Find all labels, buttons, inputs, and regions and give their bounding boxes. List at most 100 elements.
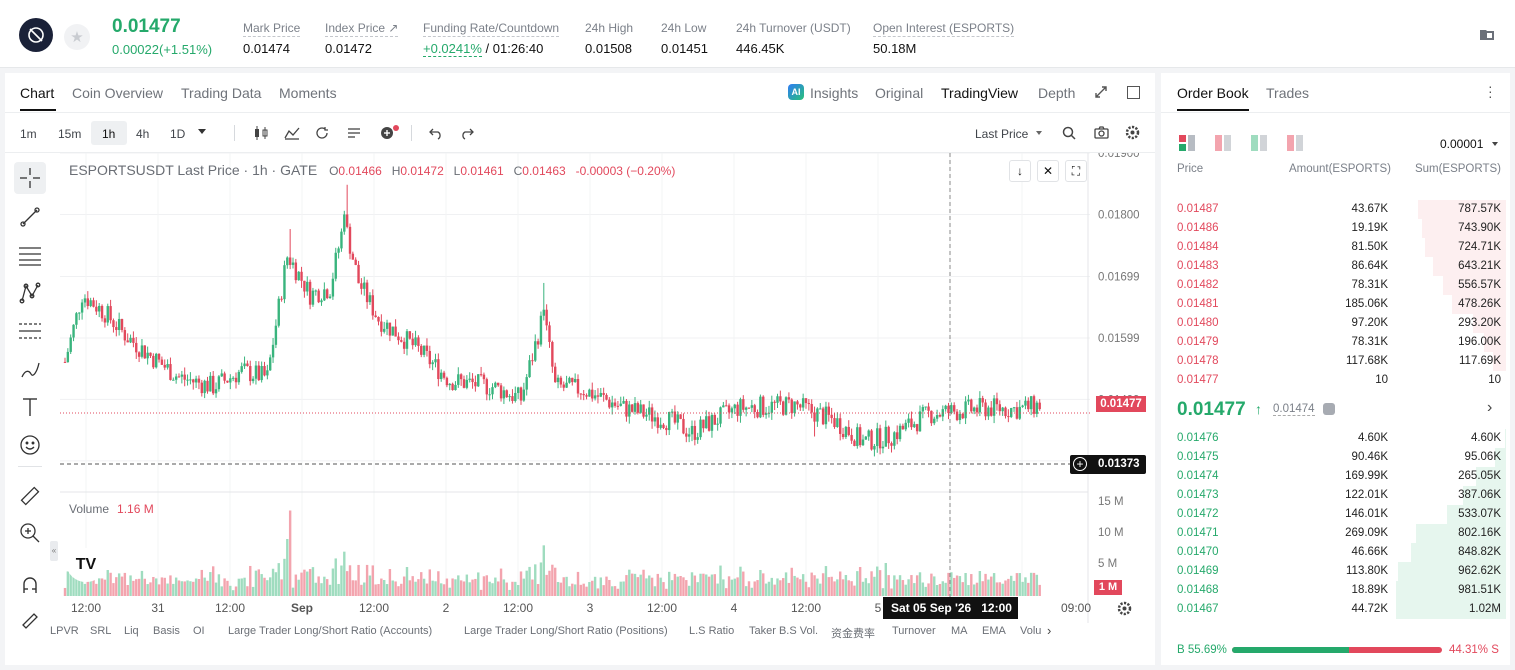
price-type-select[interactable]: Last Price bbox=[975, 127, 1029, 141]
scroll-down-icon[interactable]: ↓ bbox=[1009, 160, 1031, 182]
orderbook-row[interactable]: 0.01475 90.46K 95.06K bbox=[1168, 448, 1506, 467]
orderbook-row[interactable]: 0.01482 78.31K 556.57K bbox=[1168, 276, 1506, 295]
camera-icon[interactable] bbox=[1094, 126, 1109, 145]
indicator-tab[interactable]: SRL bbox=[90, 625, 112, 637]
indicator-tab[interactable]: EMA bbox=[982, 625, 1006, 637]
magnet-tool-icon[interactable] bbox=[14, 569, 46, 601]
collapse-icon[interactable]: ✕ bbox=[1037, 160, 1059, 182]
pattern-tool-icon[interactable] bbox=[14, 277, 46, 309]
interval-1d[interactable]: 1D bbox=[170, 127, 186, 141]
view-bids-icon[interactable] bbox=[1251, 135, 1267, 156]
indicator-tab[interactable]: Volu bbox=[1020, 625, 1042, 637]
tab-order-book[interactable]: Order Book bbox=[1177, 85, 1249, 101]
view-asks-icon[interactable] bbox=[1215, 135, 1231, 156]
orderbook-row[interactable]: 0.01483 86.64K 643.21K bbox=[1168, 257, 1506, 276]
candlestick-chart[interactable]: 0.019000.018000.016990.015990.014990.013… bbox=[60, 153, 1155, 623]
orderbook-row[interactable]: 0.01477 10 10 bbox=[1168, 371, 1506, 390]
indicator-tab[interactable]: Basis bbox=[153, 625, 180, 637]
indicator-tab[interactable]: Taker B.S Vol. bbox=[749, 625, 819, 637]
orderbook-row[interactable]: 0.01486 19.19K 743.90K bbox=[1168, 219, 1506, 238]
text-tool-icon[interactable] bbox=[14, 391, 46, 423]
settings-gear-icon[interactable] bbox=[1125, 125, 1140, 145]
orderbook-row[interactable]: 0.01484 81.50K 724.71K bbox=[1168, 238, 1506, 257]
zoom-tool-icon[interactable] bbox=[14, 517, 46, 549]
orderbook-row[interactable]: 0.01480 97.20K 293.20K bbox=[1168, 314, 1506, 333]
undo-icon[interactable] bbox=[428, 126, 444, 145]
tab-trading-data[interactable]: Trading Data bbox=[181, 85, 262, 101]
indicator-tab[interactable]: Turnover bbox=[892, 625, 936, 637]
orderbook-row[interactable]: 0.01470 46.66K 848.82K bbox=[1168, 543, 1506, 562]
orderbook-row[interactable]: 0.01478 117.68K 117.69K bbox=[1168, 352, 1506, 371]
interval-1m[interactable]: 1m bbox=[20, 127, 37, 141]
orderbook-row[interactable]: 0.01474 169.99K 265.05K bbox=[1168, 467, 1506, 486]
open-interest-stat[interactable]: Open Interest (ESPORTS) 50.18M bbox=[873, 21, 1015, 56]
chevron-right-icon[interactable]: › bbox=[1487, 399, 1493, 416]
view-depth-icon[interactable] bbox=[1287, 135, 1303, 156]
orderbook-row[interactable]: 0.01469 113.80K 962.62K bbox=[1168, 562, 1506, 581]
orderbook-row[interactable]: 0.01479 78.31K 196.00K bbox=[1168, 333, 1506, 352]
indicator-tab[interactable]: LPVR bbox=[50, 625, 79, 637]
indicator-tab[interactable]: MA bbox=[951, 625, 968, 637]
templates-icon[interactable] bbox=[347, 126, 361, 145]
expand-icon[interactable] bbox=[1094, 85, 1108, 104]
trendline-tool-icon[interactable] bbox=[14, 201, 46, 233]
orderbook-row[interactable]: 0.01471 269.09K 802.16K bbox=[1168, 524, 1506, 543]
orderbook-row[interactable]: 0.01473 122.01K 387.06K bbox=[1168, 486, 1506, 505]
interval-15m[interactable]: 15m bbox=[58, 127, 82, 141]
indicator-tab[interactable]: 资金费率 bbox=[831, 628, 875, 640]
indicator-tab[interactable]: L.S Ratio bbox=[689, 625, 735, 637]
indicator-tab[interactable]: Liq bbox=[124, 625, 139, 637]
funding-rate-stat[interactable]: Funding Rate/Countdown +0.0241% / 01:26:… bbox=[423, 21, 560, 57]
book-icon[interactable] bbox=[1478, 27, 1498, 43]
horizontal-lines-tool-icon[interactable] bbox=[14, 239, 46, 271]
add-indicator-icon[interactable] bbox=[380, 125, 400, 146]
layout-icon[interactable] bbox=[1127, 86, 1140, 99]
tab-depth[interactable]: Depth bbox=[1038, 85, 1076, 101]
price-type-dropdown-icon[interactable] bbox=[1036, 131, 1042, 135]
add-alert-icon[interactable]: + bbox=[1073, 457, 1087, 471]
orderbook-row[interactable]: 0.01476 4.60K 4.60K bbox=[1168, 429, 1506, 448]
fib-tool-icon[interactable] bbox=[14, 315, 46, 347]
tab-insights[interactable]: Insights bbox=[810, 85, 859, 101]
view-both-icon[interactable] bbox=[1179, 135, 1195, 156]
redo-icon[interactable] bbox=[459, 126, 475, 145]
interval-dropdown-icon[interactable] bbox=[198, 129, 206, 134]
tab-coin-overview[interactable]: Coin Overview bbox=[72, 85, 164, 101]
brush-tool-icon[interactable] bbox=[14, 353, 46, 385]
tab-tradingview[interactable]: TradingView bbox=[941, 85, 1019, 101]
orderbook-row[interactable]: 0.01468 18.89K 981.51K bbox=[1168, 581, 1506, 600]
interval-1h[interactable]: 1h bbox=[102, 127, 116, 141]
indicator-tab[interactable]: OI bbox=[193, 625, 205, 637]
indicator-tab[interactable]: Large Trader Long/Short Ratio (Accounts) bbox=[228, 625, 433, 637]
mark-price-stat[interactable]: Mark Price 0.01474 bbox=[243, 21, 301, 56]
candle-body bbox=[890, 443, 893, 446]
index-price-stat[interactable]: Index Price ↗ 0.01472 bbox=[325, 21, 399, 56]
search-icon[interactable] bbox=[1062, 126, 1076, 145]
fullscreen-icon[interactable]: ⛶ bbox=[1065, 160, 1087, 182]
emoji-tool-icon[interactable] bbox=[14, 429, 46, 461]
tab-chart[interactable]: Chart bbox=[20, 85, 55, 101]
crosshair-tool-icon[interactable] bbox=[14, 162, 46, 194]
candle-type-icon[interactable] bbox=[253, 126, 269, 145]
interval-4h[interactable]: 4h bbox=[136, 127, 150, 141]
tab-moments[interactable]: Moments bbox=[279, 85, 337, 101]
more-menu-icon[interactable]: · · · bbox=[1488, 78, 1493, 104]
pencil-tool-icon[interactable] bbox=[14, 606, 46, 632]
chevron-right-icon[interactable]: › bbox=[1047, 623, 1052, 638]
orderbook-row[interactable]: 0.01481 185.06K 478.26K bbox=[1168, 295, 1506, 314]
orderbook-row[interactable]: 0.01467 44.72K 1.02M bbox=[1168, 600, 1506, 619]
orderbook-row[interactable]: 0.01487 43.67K 787.57K bbox=[1168, 200, 1506, 219]
indicator-tab[interactable]: Large Trader Long/Short Ratio (Positions… bbox=[464, 625, 668, 637]
replay-icon[interactable] bbox=[315, 126, 329, 145]
tab-original[interactable]: Original bbox=[875, 85, 924, 101]
precision-dropdown-icon[interactable] bbox=[1492, 142, 1498, 146]
precision-select[interactable]: 0.00001 bbox=[1440, 137, 1484, 151]
chart-settings-icon[interactable] bbox=[1117, 601, 1132, 621]
orderbook-row[interactable]: 0.01472 146.01K 533.07K bbox=[1168, 505, 1506, 524]
ruler-tool-icon[interactable] bbox=[14, 480, 46, 512]
tab-trades[interactable]: Trades bbox=[1266, 85, 1310, 101]
row-amount: 269.09K bbox=[1345, 527, 1388, 539]
indicators-icon[interactable] bbox=[284, 126, 300, 145]
favorite-star-icon[interactable]: ★ bbox=[64, 24, 90, 50]
collapse-toolbar-icon[interactable]: « bbox=[50, 541, 58, 561]
